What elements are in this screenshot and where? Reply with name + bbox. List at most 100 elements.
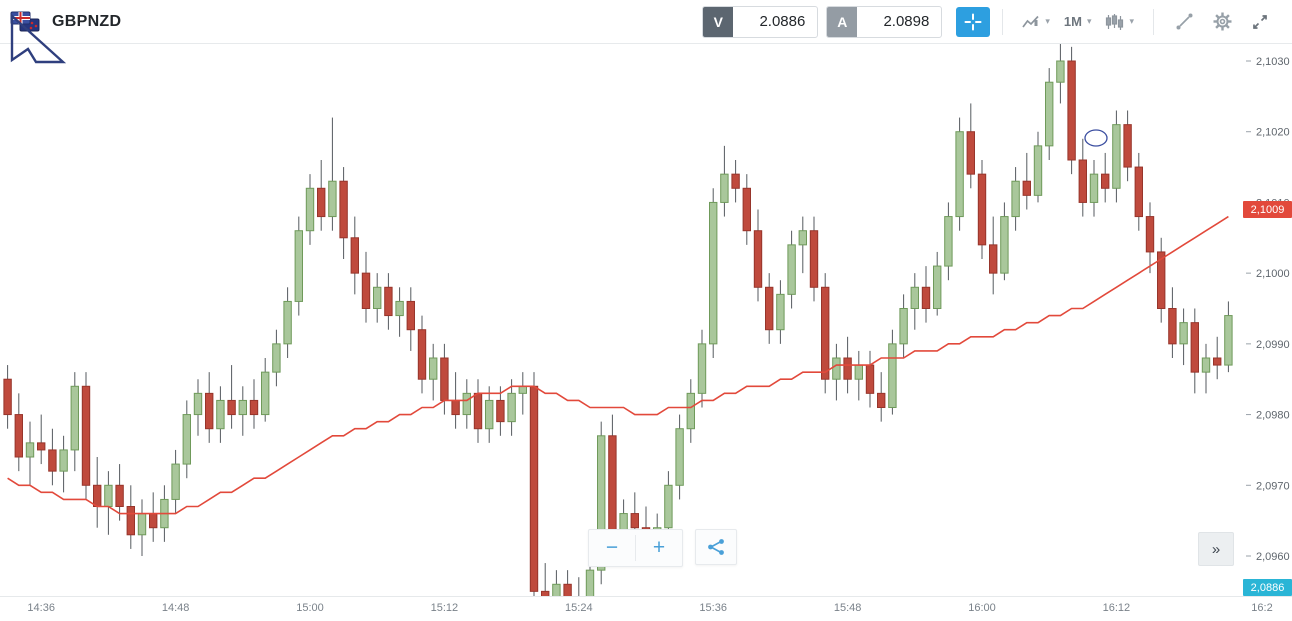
candle <box>328 180 337 218</box>
candle <box>977 173 987 246</box>
candle <box>104 484 113 507</box>
candle <box>742 187 751 232</box>
candle <box>451 399 460 416</box>
time-tick-label: 15:48 <box>833 602 862 614</box>
share-button[interactable] <box>695 529 737 565</box>
candle <box>1201 357 1211 373</box>
zoom-in-button[interactable]: + <box>636 530 682 566</box>
candle <box>1067 60 1076 161</box>
chevrons-right-icon: » <box>1211 540 1221 558</box>
time-axis[interactable]: 14:36 14:48 15:00 15:12 15:24 15:36 15:48 16:00… <box>0 596 1292 621</box>
price-axis[interactable]: 2,10302,10202,10102,10002,09902,09802,09… <box>1246 56 1290 563</box>
candle <box>955 131 964 218</box>
candle <box>921 286 931 309</box>
candle <box>697 343 707 394</box>
candle <box>373 286 382 309</box>
candle <box>473 392 483 430</box>
buy-price: 2.0898 <box>883 13 930 30</box>
price-tick-label: 2,1000 <box>1256 268 1290 280</box>
candle <box>14 414 23 458</box>
settings-button[interactable] <box>1203 7 1242 36</box>
symbol-area: GBPNZD <box>10 11 121 33</box>
zoom-out-button[interactable]: − <box>589 530 635 566</box>
candle <box>406 300 416 331</box>
candle <box>865 364 875 394</box>
crosshair-button[interactable] <box>956 6 991 37</box>
minus-icon: − <box>605 536 619 559</box>
bid-price-badge: 2,0886 <box>1243 579 1292 596</box>
quote-cluster: V 2.0886 A 2.0898 <box>702 5 991 38</box>
candle <box>798 230 807 246</box>
candle <box>966 131 975 175</box>
price-tick-label: 2,0980 <box>1256 410 1290 422</box>
time-tick-label: 14:48 <box>161 602 190 614</box>
candle <box>1045 81 1054 147</box>
candle-style-dropdown[interactable]: ▾ <box>1098 9 1141 35</box>
candle <box>507 392 516 423</box>
toolbar-divider <box>1002 8 1004 35</box>
candle <box>1033 145 1043 196</box>
candle <box>339 180 348 239</box>
candle <box>1123 124 1132 168</box>
candle <box>272 343 281 373</box>
candle <box>1022 180 1031 196</box>
candle <box>350 237 360 274</box>
expand-panel-button[interactable]: » <box>1198 532 1234 566</box>
candle <box>597 435 606 571</box>
price-tick-label: 2,1030 <box>1256 56 1290 68</box>
buy-quote-button[interactable]: A 2.0898 <box>826 5 943 38</box>
candle <box>753 230 763 288</box>
sell-quote-button[interactable]: V 2.0886 <box>702 5 819 38</box>
chevron-down-icon: ▾ <box>1045 16 1050 26</box>
plus-icon: + <box>652 536 666 559</box>
candle <box>630 513 639 529</box>
candle <box>608 435 617 536</box>
candle <box>126 506 135 536</box>
candle <box>1089 173 1099 203</box>
candle <box>854 364 863 380</box>
candle <box>720 173 729 203</box>
chevron-down-icon: ▾ <box>1129 16 1134 26</box>
candle <box>832 357 841 380</box>
candle <box>1000 216 1009 274</box>
candle <box>440 357 449 401</box>
candles <box>3 39 1233 621</box>
candle <box>664 484 673 529</box>
candle <box>877 392 886 409</box>
candle <box>776 293 785 331</box>
zoom-controls: − + <box>588 529 683 567</box>
candle <box>81 385 91 486</box>
candle <box>731 173 740 189</box>
trendline-tool-button[interactable] <box>1166 8 1203 35</box>
candle <box>462 392 472 416</box>
candle <box>227 399 236 416</box>
candle <box>821 286 830 380</box>
time-tick-label: 16:00 <box>968 602 996 614</box>
currency-pair-flag-icon <box>10 11 40 31</box>
candle <box>238 399 248 416</box>
share-icon <box>708 539 724 555</box>
candle <box>361 272 371 309</box>
moving-average-line <box>7 215 1229 515</box>
candle <box>193 392 203 416</box>
candle <box>1168 308 1177 345</box>
toolbar: GBPNZD V 2.0886 A 2.0898 ▾ 1M ▾ <box>0 0 1292 44</box>
candle <box>1056 60 1065 83</box>
candle <box>765 286 774 331</box>
fullscreen-button[interactable] <box>1242 9 1278 35</box>
candle <box>115 484 124 507</box>
candle <box>910 286 919 309</box>
candle <box>395 300 404 317</box>
chart-type-dropdown[interactable]: ▾ <box>1015 10 1057 34</box>
price-tick-label: 2,0990 <box>1256 339 1290 351</box>
time-tick-label: 15:36 <box>699 602 727 614</box>
timeframe-dropdown[interactable]: 1M ▾ <box>1057 10 1099 33</box>
candle <box>809 230 819 288</box>
chevron-down-icon: ▾ <box>1086 16 1092 26</box>
time-tick-label: 15:00 <box>296 602 324 614</box>
candle <box>1190 322 1199 373</box>
time-tick-label: 16:2 <box>1251 602 1273 614</box>
candle <box>1112 124 1121 189</box>
price-tick-label: 2,0960 <box>1256 551 1290 563</box>
